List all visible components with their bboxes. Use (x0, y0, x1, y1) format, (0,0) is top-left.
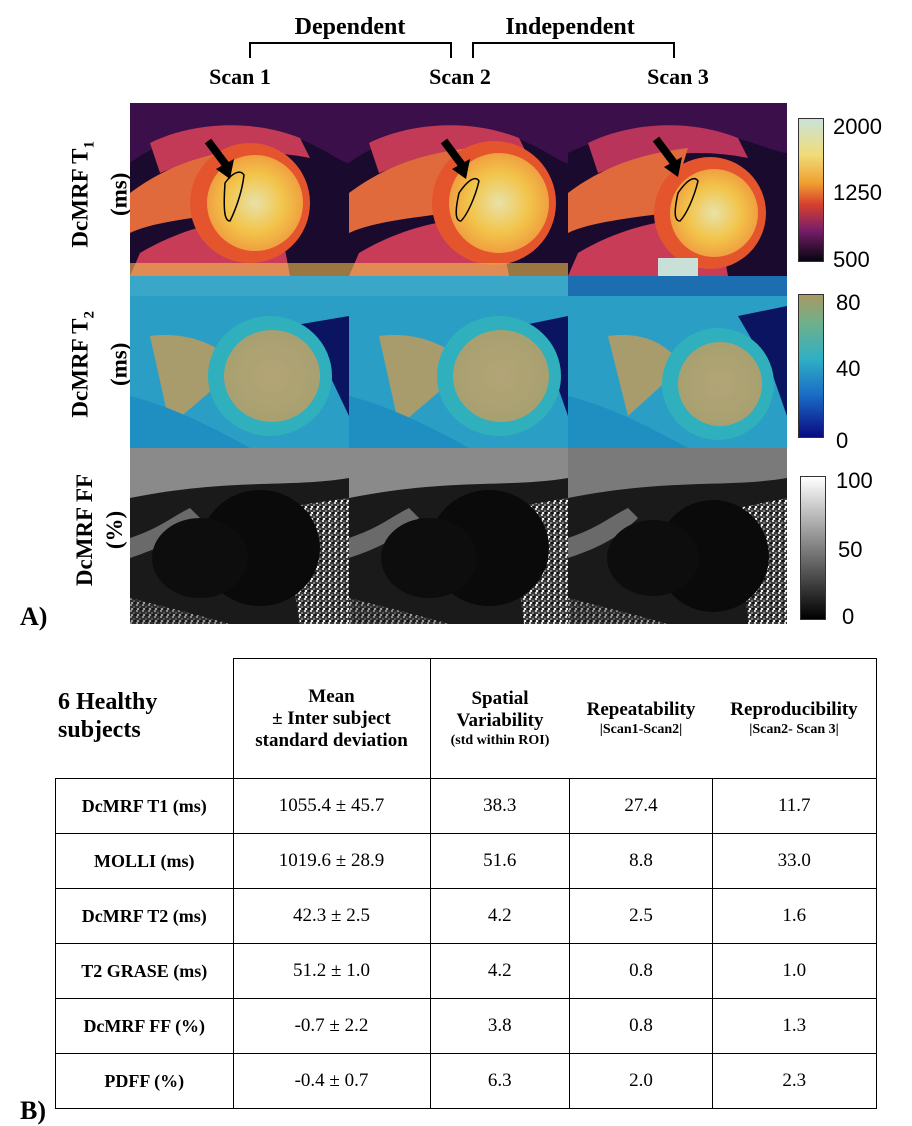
t1-tick-max: 2000 (833, 114, 882, 139)
row-name: DcMRF FF (%) (55, 998, 234, 1054)
header-mean: Mean ± Inter subject standard deviation (232, 658, 431, 779)
subject-label: 6 Healthy subjects (58, 689, 158, 743)
scan-label-2: Scan 2 (429, 64, 491, 89)
header-spatial: Spatial Variability (std within ROI) (430, 658, 570, 779)
t2-tick-min: 0 (836, 428, 849, 453)
row-name: DcMRF T1 (ms) (55, 778, 234, 834)
scan-label-1: Scan 1 (209, 64, 271, 89)
row-label-t1: DcMRF T1 (ms) (67, 141, 132, 248)
group-label-dependent: Dependent (294, 14, 406, 40)
cell-repeatability: 0.8 (569, 998, 713, 1054)
table-header-row: Mean ± Inter subject standard deviation … (56, 658, 877, 779)
ff-map-scan-2 (349, 448, 568, 624)
cell-spatial: 51.6 (429, 833, 570, 889)
t1-colorbar (798, 118, 824, 262)
t1-tick-mid: 1250 (833, 180, 882, 205)
cell-reproducibility: 1.3 (712, 998, 877, 1054)
row-name: T2 GRASE (ms) (55, 943, 234, 999)
row-name: PDFF (%) (55, 1053, 234, 1109)
part-b-label: B) (20, 1096, 46, 1125)
cell-mean: 1019.6 ± 28.9 (232, 833, 431, 889)
cell-spatial: 38.3 (429, 778, 570, 834)
cell-mean: 1055.4 ± 45.7 (232, 778, 431, 834)
t1-tick-min: 500 (833, 247, 870, 272)
header-repeatability: Repeatability |Scan1-Scan2| (569, 658, 713, 779)
t1-map-scan-3 (568, 103, 787, 276)
t1-map-scan-1 (130, 103, 349, 276)
ff-tick-mid: 50 (838, 537, 863, 562)
t2-colorbar (798, 294, 824, 438)
row-label-t2: DcMRF T2 (ms) (67, 311, 132, 418)
t2-map-scan-1 (130, 276, 349, 448)
table-row: DcMRF T1 (ms) 1055.4 ± 45.7 38.3 27.4 11… (55, 778, 877, 834)
row-name: MOLLI (ms) (55, 833, 234, 889)
table-row: PDFF (%) -0.4 ± 0.7 6.3 2.0 2.3 (55, 1053, 877, 1109)
table-row: T2 GRASE (ms) 51.2 ± 1.0 4.2 0.8 1.0 (55, 943, 877, 999)
cell-mean: -0.4 ± 0.7 (232, 1053, 431, 1109)
t1-map-scan-2 (349, 103, 568, 276)
cell-mean: -0.7 ± 2.2 (232, 998, 431, 1054)
scan-label-3: Scan 3 (647, 64, 709, 89)
ff-tick-max: 100 (836, 468, 873, 493)
cell-reproducibility: 2.3 (712, 1053, 877, 1109)
table-row: MOLLI (ms) 1019.6 ± 28.9 51.6 8.8 33.0 (55, 833, 877, 889)
row-name: DcMRF T2 (ms) (55, 888, 234, 944)
cell-repeatability: 2.0 (569, 1053, 713, 1109)
table-row: DcMRF T2 (ms) 42.3 ± 2.5 4.2 2.5 1.6 (55, 888, 877, 944)
row-label-ff: DcMRF FF (%) (72, 473, 127, 587)
cell-repeatability: 0.8 (569, 943, 713, 999)
cell-repeatability: 8.8 (569, 833, 713, 889)
ff-map-scan-3 (568, 448, 787, 624)
ff-colorbar (800, 476, 826, 620)
t2-tick-max: 80 (836, 290, 861, 315)
ff-map-scan-1 (130, 448, 349, 624)
cell-mean: 51.2 ± 1.0 (232, 943, 431, 999)
part-a-label: A) (20, 602, 48, 631)
cell-spatial: 4.2 (429, 888, 570, 944)
results-table: Mean ± Inter subject standard deviation … (55, 658, 877, 1109)
cell-repeatability: 2.5 (569, 888, 713, 944)
t2-map-scan-2 (349, 276, 568, 448)
cell-repeatability: 27.4 (569, 778, 713, 834)
cell-reproducibility: 1.0 (712, 943, 877, 999)
cell-reproducibility: 11.7 (712, 778, 877, 834)
cell-spatial: 4.2 (429, 943, 570, 999)
cell-reproducibility: 1.6 (712, 888, 877, 944)
table-row: DcMRF FF (%) -0.7 ± 2.2 3.8 0.8 1.3 (55, 998, 877, 1054)
cell-spatial: 6.3 (429, 1053, 570, 1109)
t2-map-scan-3 (568, 276, 787, 448)
cell-reproducibility: 33.0 (712, 833, 877, 889)
cell-spatial: 3.8 (429, 998, 570, 1054)
cell-mean: 42.3 ± 2.5 (232, 888, 431, 944)
ff-tick-min: 0 (842, 604, 855, 629)
header-reproducibility: Reproducibility |Scan2- Scan 3| (712, 658, 877, 779)
t2-tick-mid: 40 (836, 356, 861, 381)
group-label-independent: Independent (505, 14, 635, 40)
